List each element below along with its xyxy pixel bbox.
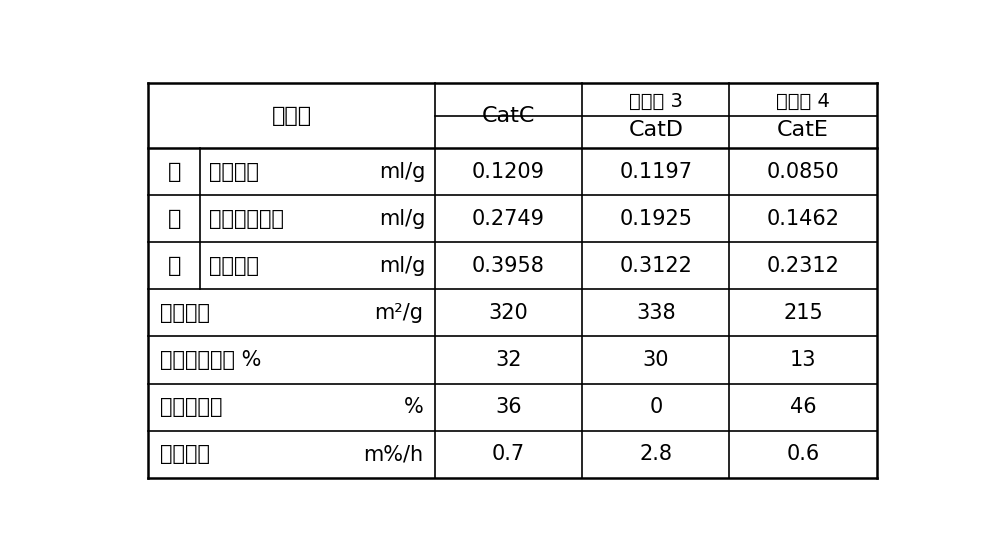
- Text: 对比例 3: 对比例 3: [629, 92, 683, 111]
- Text: 0.7: 0.7: [492, 444, 525, 464]
- Text: ml/g: ml/g: [379, 256, 425, 276]
- Text: 莫来石含量: 莫来石含量: [160, 397, 222, 417]
- Text: 46: 46: [790, 397, 816, 417]
- Text: 0.1462: 0.1462: [767, 209, 840, 229]
- Text: 分子筛结晶度 %: 分子筛结晶度 %: [160, 350, 261, 370]
- Text: 0.1197: 0.1197: [619, 162, 692, 182]
- Text: 磨损指数: 磨损指数: [160, 444, 210, 464]
- Text: m²/g: m²/g: [374, 303, 423, 323]
- Text: 0.3122: 0.3122: [619, 256, 692, 276]
- Text: 结: 结: [167, 209, 181, 229]
- Text: 30: 30: [643, 350, 669, 370]
- Text: 构: 构: [167, 256, 181, 276]
- Text: CatC: CatC: [482, 106, 535, 126]
- Text: 0: 0: [649, 397, 662, 417]
- Text: 孔: 孔: [167, 162, 181, 182]
- Text: 320: 320: [489, 303, 528, 323]
- Text: CatD: CatD: [628, 120, 683, 140]
- Text: 0.2312: 0.2312: [767, 256, 840, 276]
- Text: %: %: [404, 397, 423, 417]
- Text: 微孔体积: 微孔体积: [209, 162, 259, 182]
- Text: 尺化剂: 尺化剂: [271, 106, 312, 126]
- Text: 0.6: 0.6: [786, 444, 820, 464]
- Text: 338: 338: [636, 303, 676, 323]
- Text: 32: 32: [495, 350, 522, 370]
- Text: 0.1925: 0.1925: [619, 209, 692, 229]
- Text: 总孔体积: 总孔体积: [209, 256, 259, 276]
- Text: ml/g: ml/g: [379, 162, 425, 182]
- Text: 0.2749: 0.2749: [472, 209, 545, 229]
- Text: 0.1209: 0.1209: [472, 162, 545, 182]
- Text: 13: 13: [790, 350, 816, 370]
- Text: ml/g: ml/g: [379, 209, 425, 229]
- Text: 215: 215: [783, 303, 823, 323]
- Text: 对比例 4: 对比例 4: [776, 92, 830, 111]
- Text: 0.0850: 0.0850: [767, 162, 839, 182]
- Text: CatE: CatE: [777, 120, 829, 140]
- Text: 0.3958: 0.3958: [472, 256, 545, 276]
- Text: 中大孔孔体积: 中大孔孔体积: [209, 209, 284, 229]
- Text: m%/h: m%/h: [363, 444, 423, 464]
- Text: 2.8: 2.8: [639, 444, 672, 464]
- Text: 36: 36: [495, 397, 522, 417]
- Text: 比表面积: 比表面积: [160, 303, 210, 323]
